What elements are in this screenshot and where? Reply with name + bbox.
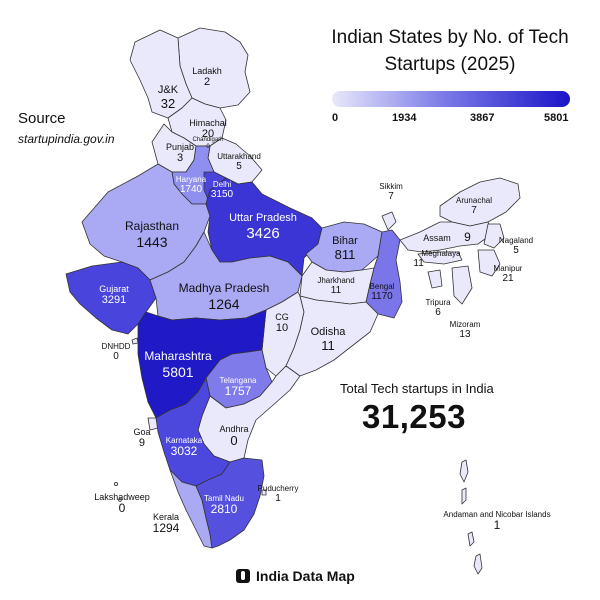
region-odisha[interactable] bbox=[285, 295, 379, 377]
chart-title: Indian States by No. of Tech Startups (2… bbox=[318, 24, 582, 78]
label-sikkim: Sikkim 7 bbox=[379, 182, 403, 203]
title-line-1: Indian States by No. of Tech bbox=[331, 27, 569, 48]
label-arunachal: Arunachal 7 bbox=[455, 196, 493, 217]
label-maharashtra: Maharashtra 5801 bbox=[144, 349, 212, 380]
brand-name: India Data Map bbox=[256, 568, 355, 584]
label-dnhdd: DNHDD 0 bbox=[101, 342, 131, 363]
label-goa: Goa 9 bbox=[133, 427, 151, 450]
label-uttar-pradesh: Uttar Pradesh 3426 bbox=[229, 212, 297, 242]
label-chandigarh: Chandigarh 0 bbox=[192, 137, 224, 150]
label-jharkhand: Jharkhand 11 bbox=[317, 276, 355, 297]
source-url: startupindia.gov.in bbox=[18, 132, 115, 146]
label-karnataka: Karnataka 3032 bbox=[165, 436, 203, 459]
label-himachal: Himachal 20 bbox=[189, 118, 227, 141]
label-meghalaya: Meghalaya 11 bbox=[413, 249, 461, 270]
label-bihar: Bihar 811 bbox=[332, 235, 358, 262]
label-madhya-pradesh: Madhya Pradesh 1264 bbox=[178, 281, 270, 312]
label-odisha: Odisha 11 bbox=[310, 326, 346, 353]
label-puducherry: Puducherry 1 bbox=[257, 484, 299, 505]
source-title: Source bbox=[18, 110, 66, 127]
region-sikkim[interactable] bbox=[381, 211, 397, 231]
brand: India Data Map bbox=[236, 568, 355, 584]
label-rajasthan: Rajasthan 1443 bbox=[124, 219, 180, 250]
region-lakshadweep[interactable] bbox=[114, 481, 122, 502]
label-telangana: Telangana 1757 bbox=[219, 376, 257, 399]
region-dnhdd[interactable] bbox=[131, 337, 139, 345]
label-delhi: Delhi 3150 bbox=[210, 180, 234, 201]
label-ladakh: Ladakh 2 bbox=[192, 66, 222, 89]
legend-tick-1: 1934 bbox=[392, 112, 417, 124]
legend-tick-2: 3867 bbox=[470, 112, 495, 124]
label-cg: CG 10 bbox=[275, 312, 289, 335]
label-andhra: Andhra 0 bbox=[219, 424, 249, 449]
region-arunachal[interactable] bbox=[439, 177, 521, 227]
label-bengal: Bengal 1170 bbox=[369, 282, 395, 303]
label-assam: Assam 9 bbox=[423, 230, 471, 244]
region-manipur[interactable] bbox=[477, 249, 501, 277]
region-nagaland[interactable] bbox=[483, 223, 505, 249]
label-haryana: Haryana 1740 bbox=[175, 175, 207, 196]
total-label: Total Tech startups in India bbox=[340, 381, 494, 396]
region-tamil-nadu[interactable] bbox=[195, 457, 265, 549]
label-nagaland: Nagaland 5 bbox=[498, 236, 534, 257]
label-jk: J&K 32 bbox=[157, 84, 179, 111]
label-tripura: Tripura 6 bbox=[425, 298, 451, 319]
legend-tick-0: 0 bbox=[332, 112, 339, 124]
region-andaman-nicobar[interactable] bbox=[459, 459, 483, 575]
label-manipur: Manipur 21 bbox=[493, 264, 523, 285]
label-tamil-nadu: Tamil Nadu 2810 bbox=[203, 494, 245, 517]
legend-color-bar bbox=[332, 91, 570, 107]
label-mizoram: Mizoram 13 bbox=[449, 320, 481, 341]
region-meghalaya[interactable] bbox=[417, 251, 463, 265]
region-puducherry[interactable] bbox=[261, 489, 267, 496]
region-tripura[interactable] bbox=[427, 269, 443, 289]
label-lakshadweep: Lakshadweep 0 bbox=[94, 492, 150, 516]
label-kerala: Kerala 1294 bbox=[152, 512, 180, 536]
region-mizoram[interactable] bbox=[451, 265, 473, 305]
label-punjab: Punjab 3 bbox=[165, 142, 195, 165]
brand-logo-icon bbox=[236, 569, 250, 583]
title-line-2: Startups (2025) bbox=[384, 54, 516, 75]
legend-tick-3: 5801 bbox=[544, 112, 569, 124]
total-value: 31,253 bbox=[362, 398, 466, 435]
label-gujarat: Gujarat 3291 bbox=[99, 284, 129, 307]
label-andaman-nicobar: Andaman and Nicobar Islands 1 bbox=[443, 510, 551, 533]
label-uttarakhand: Uttarakhand 5 bbox=[217, 152, 261, 173]
